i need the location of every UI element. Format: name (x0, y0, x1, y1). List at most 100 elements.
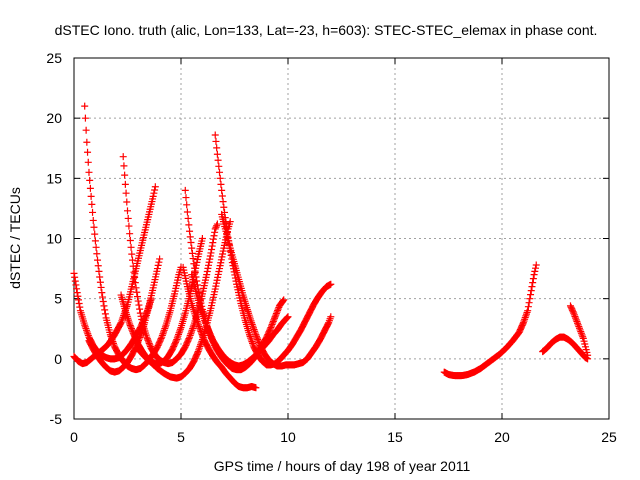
data-point (84, 330, 92, 338)
data-point (143, 335, 151, 343)
data-point (577, 328, 585, 336)
data-point (217, 180, 225, 188)
data-point (176, 325, 184, 333)
data-point (283, 314, 291, 322)
data-point (84, 158, 92, 166)
data-point (186, 331, 194, 339)
data-point (216, 168, 224, 176)
data-point (127, 325, 135, 333)
data-point (220, 203, 228, 211)
data-point (522, 312, 530, 320)
data-point (271, 314, 279, 322)
data-point (524, 303, 532, 311)
data-point (188, 249, 196, 257)
series-13 (440, 261, 540, 380)
data-point (156, 255, 164, 263)
data-point (145, 339, 153, 347)
data-point (106, 331, 114, 339)
data-point (203, 323, 211, 331)
data-point (569, 308, 577, 316)
data-point (86, 184, 94, 192)
data-point (575, 324, 583, 332)
data-point (249, 339, 257, 347)
data-point (81, 321, 89, 329)
data-point (194, 319, 202, 327)
data-point (187, 239, 195, 247)
data-point (211, 225, 219, 233)
data-point (209, 239, 217, 247)
data-point (211, 131, 219, 139)
data-point (193, 316, 201, 324)
data-point (527, 291, 535, 299)
data-point (213, 150, 221, 158)
data-point (154, 261, 162, 269)
data-point (71, 273, 79, 281)
data-point (573, 318, 581, 326)
data-point (74, 296, 82, 304)
data-point (528, 283, 536, 291)
data-point (130, 268, 138, 276)
y-tick-label: 10 (46, 231, 62, 247)
data-point (175, 330, 183, 338)
data-point (578, 331, 586, 339)
data-point (249, 324, 257, 332)
data-point (131, 279, 139, 287)
data-point (82, 126, 90, 134)
data-point (529, 279, 537, 287)
data-point (157, 335, 165, 343)
data-point (144, 336, 152, 344)
data-point (197, 329, 205, 337)
data-point (267, 324, 275, 332)
data-point (173, 336, 181, 344)
data-point (219, 198, 227, 206)
series-3 (81, 102, 185, 374)
data-point (572, 316, 580, 324)
data-point (73, 285, 81, 293)
data-point (127, 323, 135, 331)
data-point (96, 278, 104, 286)
data-point (150, 189, 158, 197)
data-point (570, 311, 578, 319)
data-point (186, 227, 194, 235)
data-point (119, 153, 127, 161)
data-point (188, 326, 196, 334)
data-point (268, 320, 276, 328)
data-point (145, 338, 153, 346)
data-point (194, 349, 202, 357)
data-point (186, 333, 194, 341)
data-point (248, 338, 256, 346)
data-point (109, 339, 117, 347)
data-point (86, 176, 94, 184)
data-point (129, 328, 137, 336)
data-point (208, 242, 216, 250)
series-12 (218, 210, 335, 370)
data-point (529, 275, 537, 283)
data-point (189, 255, 197, 263)
data-point (85, 168, 93, 176)
data-point (97, 283, 105, 291)
data-point (99, 293, 107, 301)
data-point (160, 326, 168, 334)
data-point (138, 316, 146, 324)
data-point (202, 321, 210, 329)
data-point (211, 228, 219, 236)
data-point (327, 280, 335, 288)
data-point (196, 324, 204, 332)
data-point (210, 232, 218, 240)
data-point (199, 332, 207, 340)
data-point (532, 264, 540, 272)
data-point (271, 313, 279, 321)
data-point (128, 256, 136, 264)
data-point (531, 267, 539, 275)
data-point (84, 148, 92, 156)
data-point (274, 307, 282, 315)
x-tick-label: 15 (387, 429, 403, 445)
data-point (526, 295, 534, 303)
data-point (81, 114, 89, 122)
series-4 (85, 255, 164, 376)
series-14 (539, 333, 592, 363)
data-point (215, 162, 223, 170)
series-15 (566, 302, 592, 359)
data-point (136, 309, 144, 317)
data-point (248, 320, 256, 328)
